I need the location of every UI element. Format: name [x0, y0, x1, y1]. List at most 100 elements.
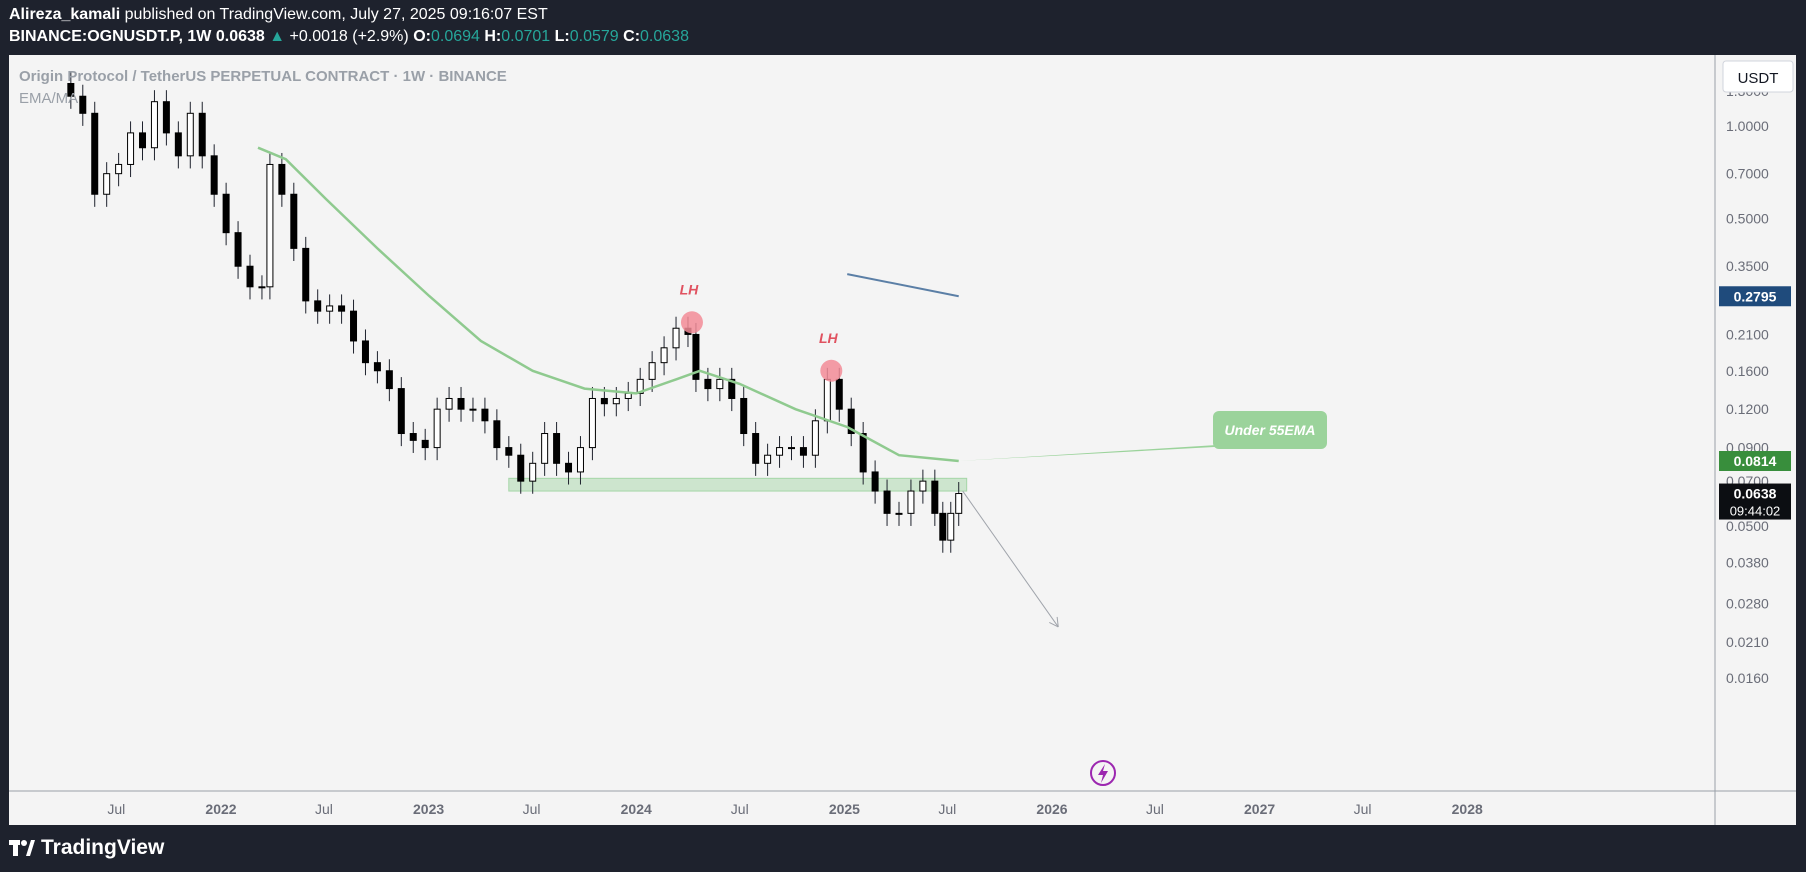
candle[interactable] — [350, 299, 358, 354]
candle[interactable] — [91, 101, 99, 207]
currency-label: USDT — [1738, 70, 1779, 87]
candle[interactable] — [127, 121, 135, 178]
price-badge-box — [1719, 451, 1791, 471]
candle[interactable] — [457, 386, 465, 422]
candle[interactable] — [565, 451, 573, 485]
candle[interactable] — [931, 469, 939, 526]
time-tick-label: 2026 — [1036, 801, 1067, 817]
author-name[interactable]: Alireza_kamali — [9, 6, 121, 23]
candle[interactable] — [553, 422, 561, 476]
candle[interactable] — [139, 121, 147, 161]
time-axis[interactable]: Jul 2022 Jul 2023 Jul 2024 Jul 2025 Jul 2026 Jul 20… — [107, 801, 1483, 817]
bar-countdown: 09:44:02 — [1730, 504, 1781, 519]
candle[interactable] — [919, 469, 927, 504]
candle[interactable] — [799, 436, 807, 468]
candle[interactable] — [776, 436, 784, 468]
candle[interactable] — [660, 336, 668, 376]
candle[interactable] — [397, 377, 405, 447]
currency-button[interactable]: USDT — [1722, 60, 1794, 93]
candle[interactable] — [740, 386, 748, 447]
candle-body — [350, 310, 358, 342]
candle[interactable] — [266, 152, 274, 300]
projection-arrow[interactable] — [962, 490, 1059, 628]
candle[interactable] — [385, 359, 393, 402]
candle[interactable] — [588, 386, 596, 461]
candle[interactable] — [505, 436, 513, 468]
candle[interactable] — [186, 101, 194, 169]
candle[interactable] — [290, 182, 298, 261]
candle[interactable] — [246, 254, 254, 300]
candle[interactable] — [302, 236, 310, 314]
candle[interactable] — [716, 367, 724, 402]
candle[interactable] — [278, 152, 286, 207]
candle[interactable] — [648, 351, 656, 392]
candle[interactable] — [433, 397, 441, 461]
candle[interactable] — [373, 351, 381, 384]
candle[interactable] — [576, 436, 584, 485]
lightning-icon[interactable] — [1090, 760, 1116, 786]
candle[interactable] — [847, 397, 855, 447]
footer-brand[interactable]: TradingView — [9, 836, 164, 860]
lh-marker[interactable] — [680, 311, 703, 334]
lh-marker[interactable] — [820, 359, 843, 382]
candle[interactable] — [947, 501, 955, 553]
candle[interactable] — [541, 422, 549, 476]
candle-body — [847, 408, 855, 435]
candle[interactable] — [79, 84, 87, 126]
trendline[interactable] — [847, 273, 959, 298]
candle[interactable] — [338, 294, 346, 324]
candle[interactable] — [210, 144, 218, 207]
time-tick-label: Jul — [1354, 801, 1372, 817]
candle[interactable] — [409, 422, 417, 453]
candle[interactable] — [764, 443, 772, 476]
candle[interactable] — [728, 367, 736, 412]
candle[interactable] — [361, 329, 369, 376]
candle-body — [660, 347, 668, 364]
candle[interactable] — [895, 501, 903, 526]
candle[interactable] — [162, 90, 170, 146]
candle[interactable] — [871, 460, 879, 504]
candle[interactable] — [939, 501, 947, 553]
candle[interactable] — [258, 275, 266, 300]
symbol-label[interactable]: BINANCE:OGNUSDT.P, 1W — [9, 28, 212, 45]
candle[interactable] — [517, 443, 525, 494]
candle[interactable] — [907, 479, 915, 526]
candle[interactable] — [493, 409, 501, 461]
candle-body — [752, 433, 760, 464]
candle-body — [246, 265, 254, 288]
candle[interactable] — [672, 316, 680, 361]
candle[interactable] — [859, 422, 867, 485]
candle[interactable] — [326, 294, 334, 324]
indicator-label[interactable]: EMA/MA — [19, 90, 78, 107]
candle[interactable] — [636, 367, 644, 407]
candle[interactable] — [811, 409, 819, 468]
candle[interactable] — [787, 436, 795, 461]
candle[interactable] — [314, 289, 322, 324]
support-zone[interactable] — [508, 477, 968, 492]
candle[interactable] — [150, 90, 158, 161]
candle[interactable] — [234, 221, 242, 279]
up-triangle-icon: ▲ — [269, 28, 286, 45]
candle[interactable] — [222, 182, 230, 246]
candle[interactable] — [198, 101, 206, 169]
candle[interactable] — [481, 397, 489, 434]
callout-box — [1213, 411, 1327, 449]
candle[interactable] — [692, 322, 700, 392]
ema-55-line[interactable] — [257, 146, 959, 463]
price-axis[interactable]: 1.30001.00000.70000.50000.35000.21000.16… — [1719, 83, 1791, 686]
candle[interactable] — [883, 479, 891, 526]
time-tick-label: 2024 — [621, 801, 652, 817]
candle[interactable] — [752, 422, 760, 476]
close-value: 0.0638 — [640, 28, 689, 45]
candle[interactable] — [469, 397, 477, 422]
candle[interactable] — [529, 451, 537, 494]
candle[interactable] — [103, 162, 111, 207]
candle[interactable] — [445, 386, 453, 422]
candle[interactable] — [67, 72, 75, 109]
candle[interactable] — [421, 428, 429, 461]
candle[interactable] — [955, 482, 963, 526]
candle[interactable] — [115, 152, 123, 187]
candle[interactable] — [600, 386, 608, 417]
candle[interactable] — [174, 121, 182, 169]
